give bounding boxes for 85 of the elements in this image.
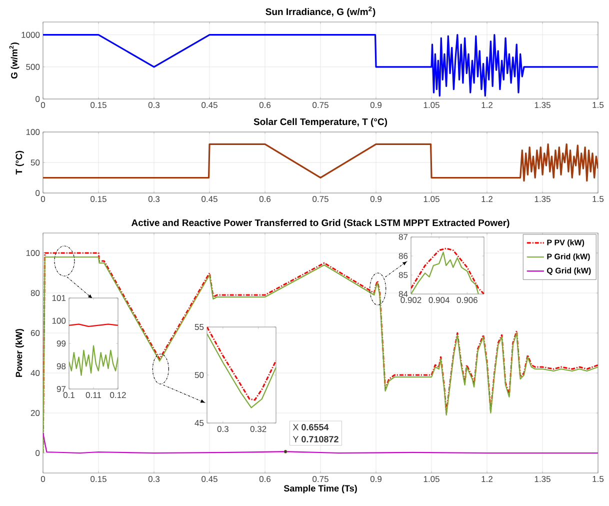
y-tick-label: 86 [398,252,408,259]
x-tick-label: 1.35 [534,476,550,482]
x-tick-label: 1.35 [534,102,550,108]
y-tick-label: 50 [194,372,204,378]
x-tick-label: 1.35 [534,196,550,202]
x-tick-label: 0.45 [202,102,218,108]
y-tick-label: 60 [30,330,40,336]
y-tick-label: 1000 [22,32,40,38]
y-tick-label: 20 [30,410,40,416]
y-tick-label: 45 [194,420,204,426]
x-tick-label: 0.75 [312,102,328,108]
y-tick-label: 80 [30,290,40,296]
annotation: X 0.6554 [292,424,329,430]
legend-label: Q Grid (kW) [547,268,591,275]
annotation: Y 0.710872 [292,436,338,442]
legend-label: P PV (kW) [547,239,584,247]
y-tick-label: 100 [26,250,40,256]
y-tick-label: 55 [194,324,204,330]
x-tick-label: 0.75 [312,196,328,202]
x-tick-label: 0.15 [90,476,106,482]
x-tick-label: 0.75 [312,476,328,482]
y-tick-label: 100 [26,128,40,135]
y-tick-label: 101 [52,295,66,302]
y-tick-label: 0 [36,96,40,102]
y-axis-title: G (w/m$^{2}$) [9,42,20,79]
y-tick-label: 99 [56,340,66,347]
line-series [43,143,598,182]
x-tick-label: 0.904 [428,297,450,304]
x-tick-label: 0.3 [217,426,228,432]
x-tick-label: 0.6 [259,196,271,202]
chart-title: Solar Cell Temperature, T (°C) [254,118,388,127]
y-axis-title: Power (kW) [16,328,24,377]
x-tick-label: 1.2 [482,196,492,202]
y-tick-label: 87 [398,234,408,240]
x-tick-label: 1.2 [482,476,492,482]
x-tick-label: 1.05 [424,476,440,482]
x-tick-label: 0.902 [400,297,422,304]
line-series [411,252,479,294]
x-tick-label: 0.15 [90,102,106,108]
y-tick-label: 500 [26,64,40,70]
x-tick-label: 0.1 [63,392,74,398]
y-tick-label: 0 [36,450,40,456]
y-tick-label: 100 [52,318,66,324]
x-tick-label: 0.32 [250,426,266,432]
line-series [411,248,484,294]
x-tick-label: 0 [40,476,46,482]
line-series [43,34,598,97]
x-tick-label: 0.15 [90,196,106,202]
x-tick-label: 0.906 [456,297,478,304]
y-tick-label: 85 [398,272,408,278]
y-tick-label: 50 [30,159,40,166]
x-tick-label: 0.45 [202,476,218,482]
x-tick-label: 0.3 [148,102,160,108]
y-tick-label: 40 [30,370,40,376]
line-series [43,432,598,454]
chart-title: Active and Reactive Power Transferred to Grid (Stack LSTM MPPT Extracted Power) [131,219,510,228]
x-tick-label: 0.6 [259,476,271,482]
x-tick-label: 0.9 [370,476,382,482]
x-tick-label: 0.45 [202,196,218,202]
line-series [207,333,276,408]
x-tick-label: 0.9 [370,102,382,108]
y-axis-title: T (°C) [16,150,24,174]
x-tick-label: 1.5 [592,196,604,202]
x-tick-label: 1.2 [482,102,492,108]
x-axis-title: Sample Time (Ts) [284,484,357,494]
legend-label: P Grid (kW) [547,253,590,261]
x-tick-label: 1.5 [592,476,604,482]
y-tick-label: 98 [56,363,66,370]
x-tick-label: 1.05 [424,196,440,202]
x-tick-label: 1.05 [424,102,440,108]
x-tick-label: 0.3 [148,476,160,482]
y-tick-label: 97 [56,386,66,392]
chart-title: Sun Irradiance, G (w/m$^{2}$) [266,6,376,17]
x-tick-label: 0 [40,196,46,202]
line-series [69,345,118,376]
y-tick-label: 84 [398,290,408,297]
x-tick-label: 0.9 [370,196,382,202]
line-series [207,327,276,401]
x-tick-label: 0.12 [110,392,126,398]
x-tick-label: 0.6 [259,102,271,108]
x-tick-label: 0 [40,102,46,108]
x-tick-label: 1.5 [592,102,604,108]
x-tick-label: 0.11 [86,392,102,398]
y-tick-label: 0 [36,190,40,196]
x-tick-label: 0.3 [148,196,160,202]
